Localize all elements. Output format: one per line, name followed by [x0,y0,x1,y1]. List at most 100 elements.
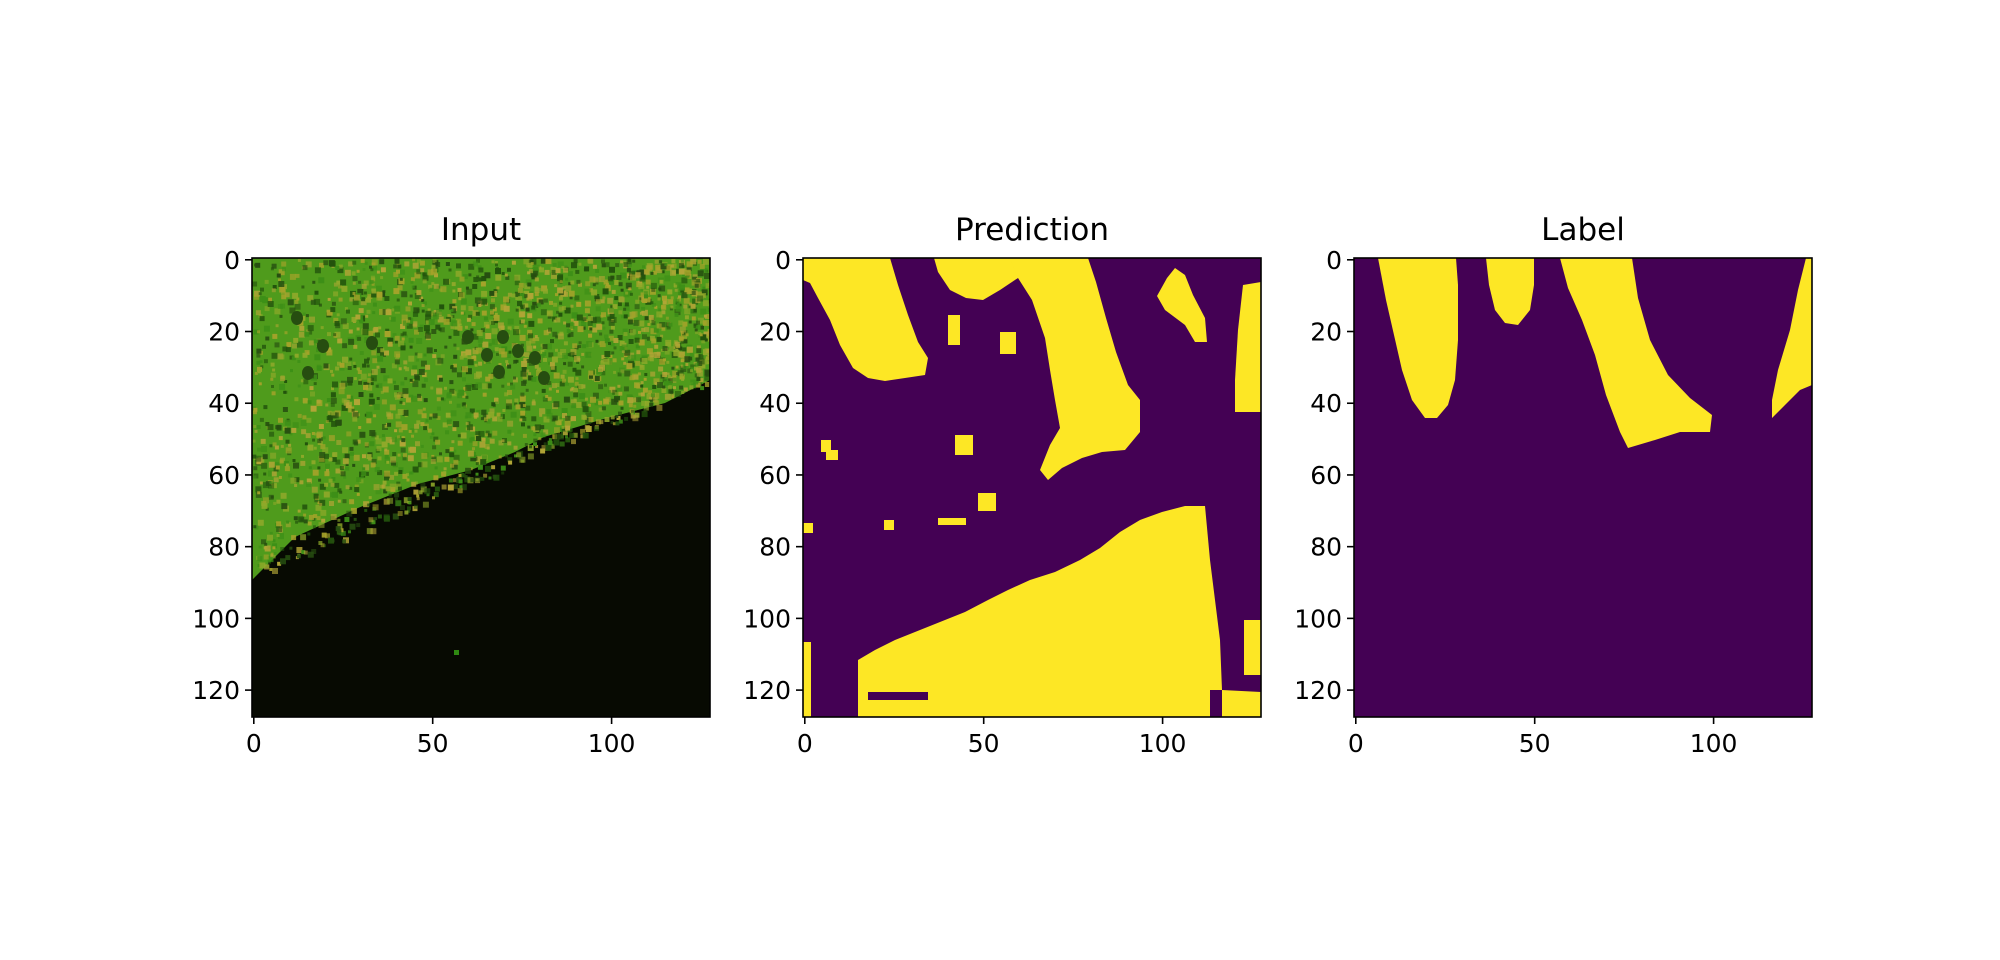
input-texture-speck [612,389,618,395]
input-texture-speck [507,420,514,427]
input-texture-speck [375,285,382,292]
input-texture-speck [467,450,474,457]
input-texture-speck [524,443,528,446]
input-texture-speck [276,273,281,278]
input-texture-speck [528,375,534,381]
input-texture-speck [629,375,635,381]
input-texture-speck [356,439,361,444]
input-texture-speck [676,268,682,274]
input-texture-speck [533,442,537,446]
input-texture-speck [540,354,545,359]
input-texture-speck [451,320,458,327]
input-texture-speck [511,260,516,265]
input-texture-speck [687,346,693,353]
input-texture-speck [639,275,646,282]
panel-title-label: Label [1541,212,1625,248]
input-texture-speck [269,481,273,485]
input-texture-speck [292,292,299,299]
input-texture-speck [492,416,498,422]
input-texture-speck [696,377,701,381]
input-texture-speck [314,298,321,305]
input-texture-speck [518,296,523,301]
input-texture-speck [295,520,299,524]
input-texture-speck [563,321,567,325]
input-texture-speck [384,470,391,477]
input-texture-speck [585,351,592,358]
input-texture-speck [688,304,693,309]
input-texture-speck [492,474,497,479]
input-texture-speck [396,481,401,486]
input-texture-speck [424,488,431,495]
input-texture-speck [294,303,301,310]
input-texture-speck [346,394,351,399]
input-texture-speck [320,509,327,516]
input-texture-speck [316,365,322,371]
prediction-x-tick-label: 50 [968,729,1000,758]
input-texture-speck [374,517,378,521]
prediction-speck-1 [948,315,960,345]
input-texture-speck [380,350,386,357]
input-texture-speck [445,412,451,418]
input-texture-speck [366,528,373,535]
input-texture-speck [558,296,563,301]
input-dark-nucleus [493,365,505,379]
input-texture-speck [498,440,504,446]
input-texture-speck [623,307,627,311]
input-texture-speck [260,365,264,369]
input-texture-speck [522,374,528,380]
input-texture-speck [445,262,450,266]
input-texture-speck [688,302,692,306]
input-dark-nucleus [497,330,509,344]
input-texture-speck [410,277,415,282]
input-texture-speck [289,307,296,314]
input-texture-speck [433,283,439,289]
input-texture-speck [451,282,456,287]
input-texture-speck [447,314,451,318]
input-texture-speck [311,374,317,381]
input-texture-speck [695,324,701,330]
input-texture-speck [352,260,357,265]
input-texture-speck [456,347,460,351]
input-texture-speck [675,305,682,312]
input-texture-speck [294,484,298,487]
input-texture-speck [540,349,545,354]
input-texture-speck [505,454,508,458]
input-texture-speck [330,402,335,407]
input-texture-speck [668,322,673,327]
input-texture-speck [356,523,361,528]
input-texture-speck [662,385,666,389]
input-texture-speck [553,302,558,307]
input-texture-speck [323,491,330,498]
input-texture-speck [478,304,482,307]
input-texture-speck [559,441,565,447]
input-texture-speck [705,283,710,289]
input-texture-speck [679,284,685,291]
input-texture-speck [478,361,483,366]
input-texture-speck [489,408,495,414]
input-texture-speck [449,380,454,385]
input-texture-speck [283,390,287,394]
input-texture-speck [426,347,433,354]
input-texture-speck [661,304,667,310]
input-texture-speck [623,332,628,336]
input-texture-speck [703,314,707,318]
input-texture-speck [270,495,274,499]
input-texture-speck [638,320,645,327]
input-texture-speck [328,537,334,544]
input-texture-speck [436,308,442,315]
panel-prediction: Prediction [743,212,1262,758]
input-texture-speck [465,412,472,419]
input-texture-speck [653,392,660,399]
input-texture-speck [660,263,667,270]
input-texture-speck [673,386,676,390]
input-texture-speck [569,428,573,432]
input-texture-speck [411,434,414,438]
input-texture-speck [694,373,699,378]
input-texture-speck [313,446,317,450]
input-texture-speck [284,427,291,434]
prediction-speck-9 [803,523,813,533]
input-texture-speck [525,307,530,312]
input-texture-speck [371,282,375,286]
input-texture-speck [658,308,662,312]
input-texture-speck [342,539,346,544]
